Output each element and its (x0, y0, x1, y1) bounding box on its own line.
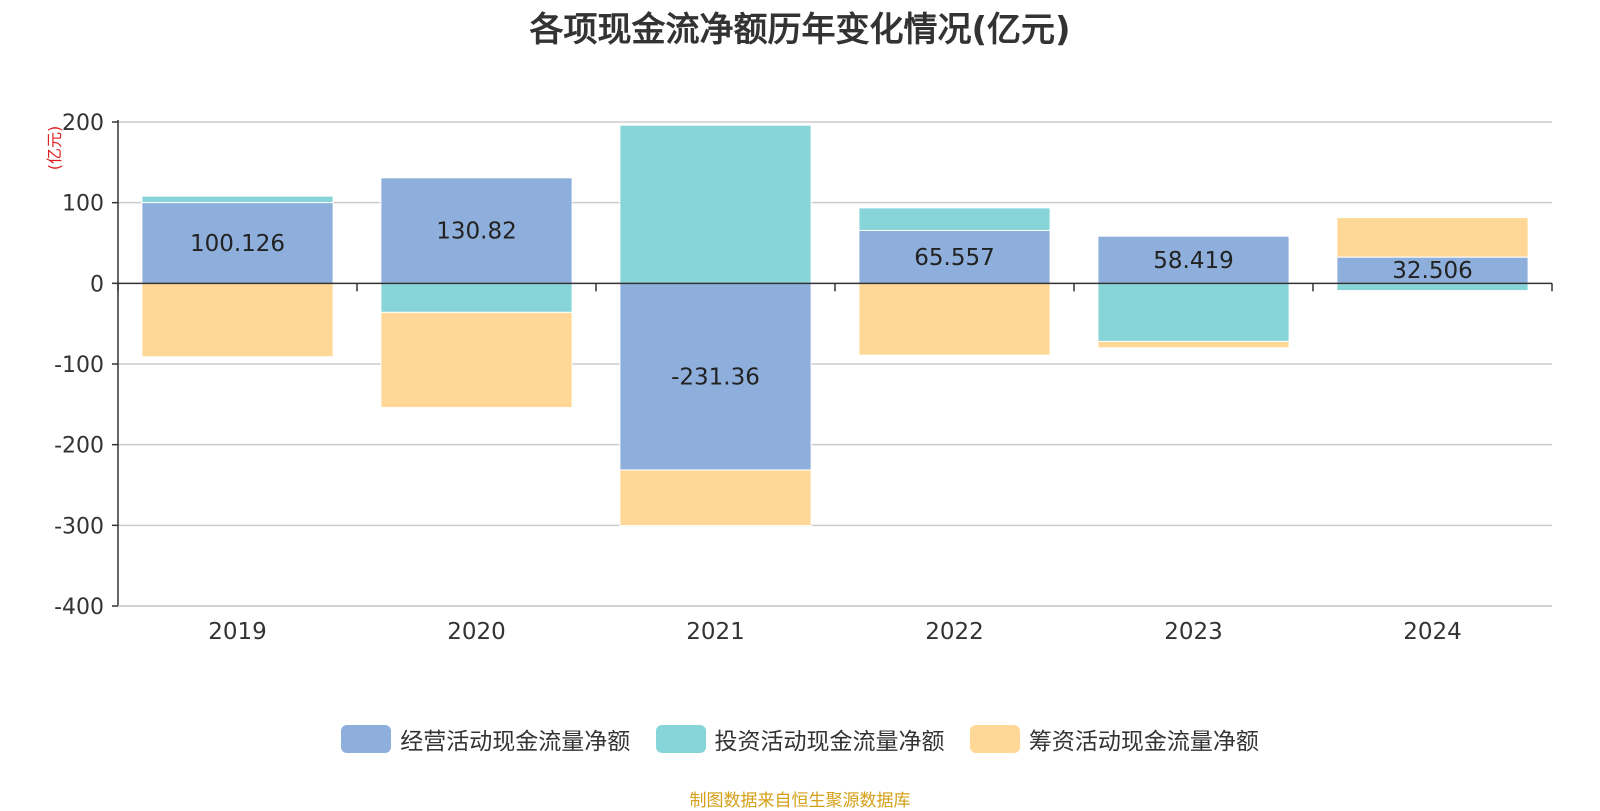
y-tick-label-1: 100 (62, 192, 104, 217)
bar-0-2024 (1336, 256, 1529, 284)
data-label-2021: -231.36 (671, 365, 760, 391)
bar-2-2019 (141, 282, 334, 358)
bar-1-2024 (1336, 282, 1529, 292)
y-tick-label-0: 200 (62, 111, 104, 136)
legend-swatch-financing (969, 725, 1020, 753)
legend-label-financing: 筹资活动现金流量净额 (1028, 729, 1259, 755)
legend-item-investing[interactable]: 投资活动现金流量净额 (655, 722, 945, 756)
legend-item-financing[interactable]: 筹资活动现金流量净额 (969, 722, 1259, 756)
bar-2-2020 (380, 311, 573, 409)
bar-1-2023 (1097, 282, 1290, 342)
legend-swatch-operating (341, 725, 392, 753)
legend-item-operating[interactable]: 经营活动现金流量净额 (341, 722, 630, 756)
data-label-2024: 32.506 (1392, 258, 1472, 284)
y-tick-label-4: -200 (54, 434, 104, 459)
bar-2-2023 (1097, 340, 1290, 349)
bar-2-2021 (619, 469, 812, 527)
y-tick-label-6: -400 (54, 595, 104, 620)
x-tick-label-2021: 2021 (686, 619, 745, 645)
x-tick-label-2019: 2019 (208, 619, 267, 645)
legend-label-investing: 投资活动现金流量净额 (714, 729, 945, 755)
source-note: 制图数据来自恒生聚源数据库 (689, 791, 911, 811)
grid-layer (118, 121, 1552, 607)
x-tick-label-2024: 2024 (1403, 619, 1462, 645)
bar-1-2021 (619, 124, 812, 284)
x-tick-label-2022: 2022 (925, 619, 984, 645)
x-tick-label-2020: 2020 (447, 619, 506, 645)
legend: 经营活动现金流量净额 投资活动现金流量净额 筹资活动现金流量净额 (0, 722, 1600, 759)
y-tick-label-2: 0 (90, 272, 104, 297)
data-label-2023: 58.419 (1153, 248, 1233, 274)
bar-layer (141, 124, 1529, 527)
x-tick-label-2023: 2023 (1164, 619, 1223, 645)
chart-title: 各项现金流净额历年变化情况(亿元) (529, 10, 1071, 50)
y-axis-label: (亿元) (45, 126, 64, 171)
bar-1-2022 (858, 207, 1051, 231)
bar-2-2024 (1336, 217, 1529, 258)
axis-layer (112, 120, 1553, 607)
y-tick-label-3: -100 (54, 353, 104, 378)
bar-0-2019 (141, 202, 334, 284)
data-label-2019: 100.126 (190, 231, 285, 257)
bar-1-2019 (141, 195, 334, 204)
data-label-2022: 65.557 (914, 245, 994, 271)
y-tick-label-5: -300 (54, 514, 104, 539)
legend-label-operating: 经营活动现金流量净额 (400, 729, 631, 755)
label-layer: 200 100 0 -100 -200 -300 -400 (亿元) 100.126 2019 13… (45, 111, 1473, 645)
legend-swatch-investing (655, 725, 706, 753)
bar-2-2022 (858, 282, 1051, 356)
data-label-2020: 130.82 (436, 219, 516, 245)
bar-1-2020 (380, 282, 573, 313)
